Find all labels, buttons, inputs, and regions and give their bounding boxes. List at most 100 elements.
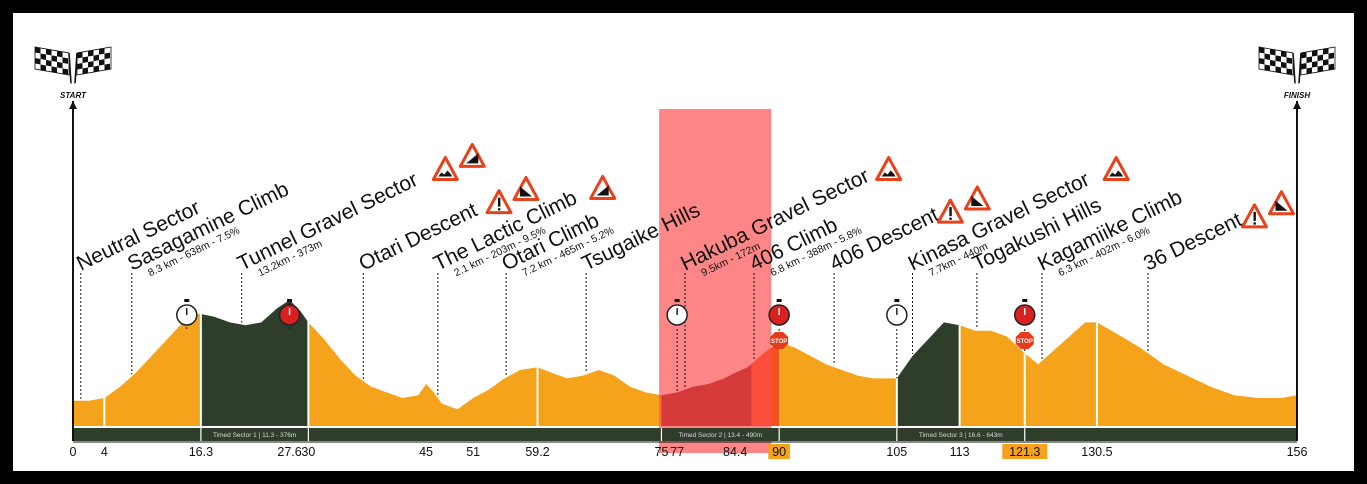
highlight-box	[659, 109, 772, 453]
flag-square	[40, 64, 46, 71]
flag-square	[35, 47, 41, 54]
finish-flags-label: FINISH	[1284, 91, 1310, 100]
checkered-flag-icon	[1258, 46, 1296, 84]
flag-staff	[68, 52, 72, 84]
km-tick-label: 16.3	[189, 445, 213, 459]
warning-triangle	[1102, 156, 1130, 182]
flag-square	[1312, 50, 1318, 57]
flag-square	[1317, 54, 1323, 62]
profile-section-normal	[73, 314, 201, 426]
profile-section-normal	[308, 322, 662, 426]
climb-mark	[596, 185, 609, 196]
km-tick-label: 75	[655, 445, 669, 459]
flag-square	[46, 48, 52, 56]
warning-triangle	[431, 156, 459, 182]
flag-square	[46, 59, 52, 67]
elevation-profile-chart: Timed Sector 1 | 11.3 - 376m Timed Sector…	[34, 46, 1336, 459]
profile-section-normal	[779, 342, 897, 426]
distance-axis-group: Timed Sector 1 | 11.3 - 376m Timed Sector…	[70, 428, 1307, 459]
stop-sign-label: STOP	[771, 339, 787, 345]
flag-square	[1286, 57, 1292, 64]
flag-square	[1270, 59, 1276, 67]
flag-square	[1270, 48, 1276, 56]
flag-square	[1306, 67, 1312, 75]
profile-section-timed_sector	[896, 322, 960, 426]
checkered-flag-icon	[34, 46, 72, 84]
flag-staff	[74, 52, 78, 84]
caution-mark	[949, 207, 952, 217]
sector-divider-group	[103, 312, 1098, 426]
highlight-box-group	[659, 109, 772, 453]
stopwatch-crown	[287, 299, 293, 302]
timed-sector-label: Timed Sector 1 | 11.3 - 376m	[213, 432, 296, 439]
caution-dot	[949, 217, 952, 221]
flag-square	[1275, 66, 1281, 73]
caution-dot	[497, 207, 501, 211]
flag-square	[1306, 56, 1312, 64]
warning-triangle	[963, 185, 991, 211]
flag-square	[1259, 47, 1265, 54]
flag-square	[82, 56, 88, 64]
flag-square	[104, 63, 110, 71]
flag-square	[99, 59, 105, 66]
climb-mark	[466, 153, 479, 164]
finish-flags: FINISH	[1258, 46, 1336, 441]
gravel-warning-icon	[431, 156, 459, 182]
flag-square	[1317, 65, 1323, 73]
warning-triangle	[512, 175, 540, 201]
flag-square	[62, 68, 68, 75]
gravel-mark	[881, 170, 896, 177]
flag-square	[1301, 52, 1307, 59]
profile-section-timed_sector	[200, 300, 309, 426]
km-tick-label: 90	[772, 445, 786, 459]
flag-arrow	[1293, 101, 1301, 109]
caution-warning-icon	[1240, 203, 1268, 229]
start-finish-group: START FINISH	[34, 46, 1336, 441]
flag-square	[77, 52, 83, 59]
stop-sign-icon	[770, 332, 789, 349]
caution-warning-icon	[936, 198, 964, 224]
flag-square	[1286, 68, 1292, 75]
flag-square	[1328, 63, 1334, 71]
gravel-mark	[1109, 170, 1124, 177]
climb-warning-icon	[589, 174, 617, 200]
stopwatch-crown	[894, 299, 900, 302]
flag-square	[88, 61, 94, 68]
descent-warning-icon	[512, 175, 540, 201]
flag-square	[1264, 64, 1270, 71]
timed-sector-label: Timed Sector 2 | 13.4 - 490m	[678, 432, 762, 439]
gravel-mark	[438, 170, 453, 177]
flag-square	[1301, 63, 1307, 70]
flag-square	[51, 55, 57, 62]
flag-square	[1264, 53, 1270, 60]
flag-arrow	[69, 101, 77, 109]
warning-triangle	[1267, 190, 1295, 216]
km-tick-highlight	[768, 444, 790, 459]
warning-triangle	[875, 156, 903, 182]
km-tick-label: 30	[301, 445, 315, 459]
stopwatch-crown	[184, 299, 190, 302]
caution-dot	[1253, 222, 1256, 225]
descent-warning-icon	[963, 185, 991, 211]
climb-warning-icon	[458, 142, 486, 168]
flag-square	[1259, 58, 1265, 65]
stop-sign-label: STOP	[1017, 339, 1033, 345]
stop-sign-icon	[1015, 332, 1034, 349]
flag-square	[1323, 59, 1329, 66]
descent-mark	[1275, 200, 1288, 211]
flag-square	[1328, 52, 1334, 60]
stage-profile-canvas: Timed Sector 1 | 11.3 - 376m Timed Sector…	[13, 13, 1354, 471]
stopwatch-crown	[1022, 299, 1028, 302]
caution-mark	[1253, 211, 1256, 221]
flag-square	[51, 66, 57, 73]
checkered-flag-icon	[74, 46, 112, 84]
stopwatch-crown	[674, 299, 680, 302]
km-tick-label: 84.4	[723, 445, 747, 459]
timed-sector-label: Timed Sector 3 | 16.6 - 643m	[919, 432, 1003, 439]
km-tick-label: 4	[101, 445, 108, 459]
flag-square	[88, 50, 94, 57]
checkered-flag-icon	[1298, 46, 1336, 84]
flag-square	[1312, 61, 1318, 68]
profile-section-normal	[959, 322, 1297, 426]
km-tick-label: 77	[670, 445, 684, 459]
